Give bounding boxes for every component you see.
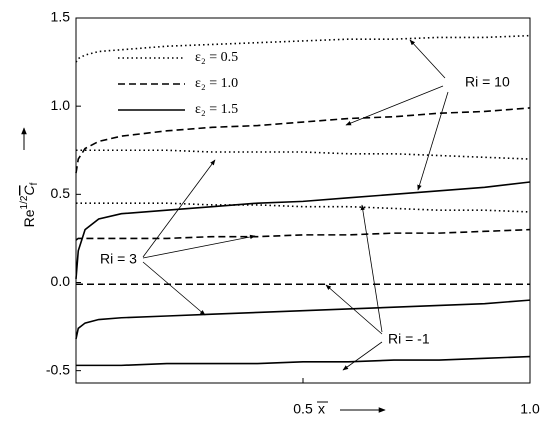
x-tick-label: 1.0 (520, 401, 540, 417)
line-series (76, 202, 531, 213)
line-series (75, 299, 531, 340)
y-tick-label: -0.5 (46, 361, 70, 377)
line-series (75, 34, 531, 63)
y-tick-label: 0.5 (51, 185, 71, 201)
annotation-arrow (360, 204, 383, 333)
line-series (75, 181, 531, 280)
annotation-arrow (142, 261, 206, 316)
annotation-arrow (342, 341, 383, 371)
x-axis-label: x (318, 401, 325, 417)
x-tick-label: 0.5 (293, 401, 313, 417)
y-tick-label: 0.0 (51, 273, 71, 289)
annotation: Ri = 10 (465, 74, 510, 90)
annotation-arrow (142, 234, 256, 259)
line-series (75, 228, 531, 241)
annotation-arrow (325, 284, 383, 335)
annotation-arrow (409, 39, 446, 79)
y-tick-label: 1.5 (51, 9, 71, 25)
annotation-arrow (417, 91, 449, 191)
annotation: Ri = -1 (388, 331, 430, 347)
y-tick-label: 1.0 (51, 97, 71, 113)
y-axis-label: Re1/2Cf (19, 182, 40, 227)
legend-label: ε₂ = 0.5 (195, 50, 238, 65)
legend-label: ε₂ = 1.0 (195, 76, 238, 91)
plot-frame (75, 17, 531, 384)
line-series (76, 149, 531, 160)
line-series (75, 107, 531, 174)
line-series (76, 355, 531, 367)
legend-label: ε₂ = 1.5 (195, 102, 238, 117)
annotation-arrow (142, 159, 216, 258)
annotation-arrow (345, 85, 444, 126)
annotation: Ri = 3 (100, 251, 137, 267)
